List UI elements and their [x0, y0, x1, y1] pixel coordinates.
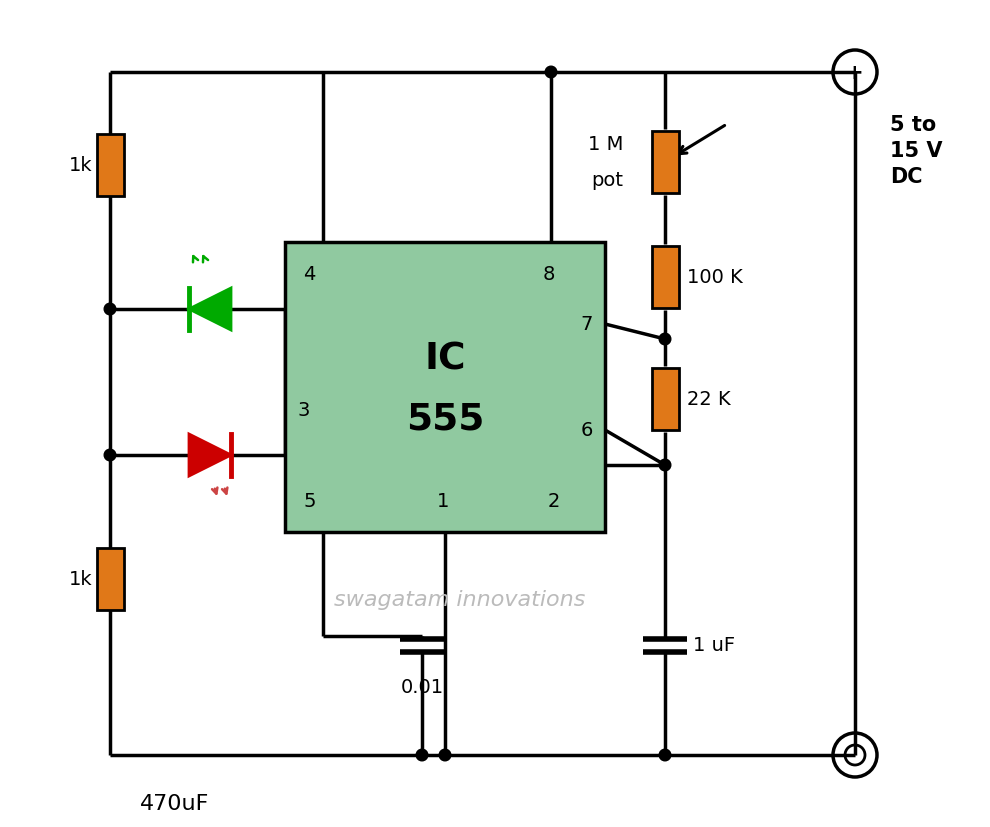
Text: 2: 2: [547, 491, 560, 510]
Text: IC: IC: [425, 342, 465, 378]
Text: 5: 5: [303, 491, 316, 510]
Text: 7: 7: [580, 315, 593, 334]
Circle shape: [659, 334, 671, 346]
Polygon shape: [189, 434, 231, 476]
Text: 5 to
15 V
DC: 5 to 15 V DC: [890, 114, 942, 187]
Bar: [96, 548, 124, 610]
Text: 555: 555: [406, 402, 484, 437]
Text: 22 K: 22 K: [687, 390, 731, 409]
Text: 6: 6: [580, 421, 593, 440]
Circle shape: [416, 749, 428, 761]
Text: 1 M: 1 M: [588, 136, 623, 155]
Text: 8: 8: [543, 265, 555, 284]
Text: 1k: 1k: [68, 156, 92, 175]
Circle shape: [440, 749, 450, 761]
Text: +: +: [846, 63, 864, 83]
Circle shape: [659, 749, 671, 761]
Polygon shape: [189, 289, 231, 331]
Circle shape: [545, 67, 556, 79]
Circle shape: [104, 304, 116, 315]
Text: 100 K: 100 K: [687, 268, 742, 287]
Text: swagatam innovations: swagatam innovations: [335, 590, 586, 609]
Text: 4: 4: [303, 265, 316, 284]
Bar: [96, 135, 124, 197]
Text: 1 uF: 1 uF: [693, 636, 736, 655]
Bar: [651, 246, 678, 308]
Text: 3: 3: [297, 401, 310, 420]
Text: 1k: 1k: [68, 570, 92, 589]
Text: pot: pot: [591, 171, 623, 190]
Bar: [285, 242, 605, 533]
Circle shape: [104, 450, 116, 461]
Bar: [651, 131, 678, 194]
Bar: [651, 369, 678, 431]
Text: 0.01: 0.01: [400, 677, 444, 696]
Text: 470uF: 470uF: [140, 793, 209, 813]
Circle shape: [659, 460, 671, 471]
Text: 1: 1: [437, 491, 449, 510]
